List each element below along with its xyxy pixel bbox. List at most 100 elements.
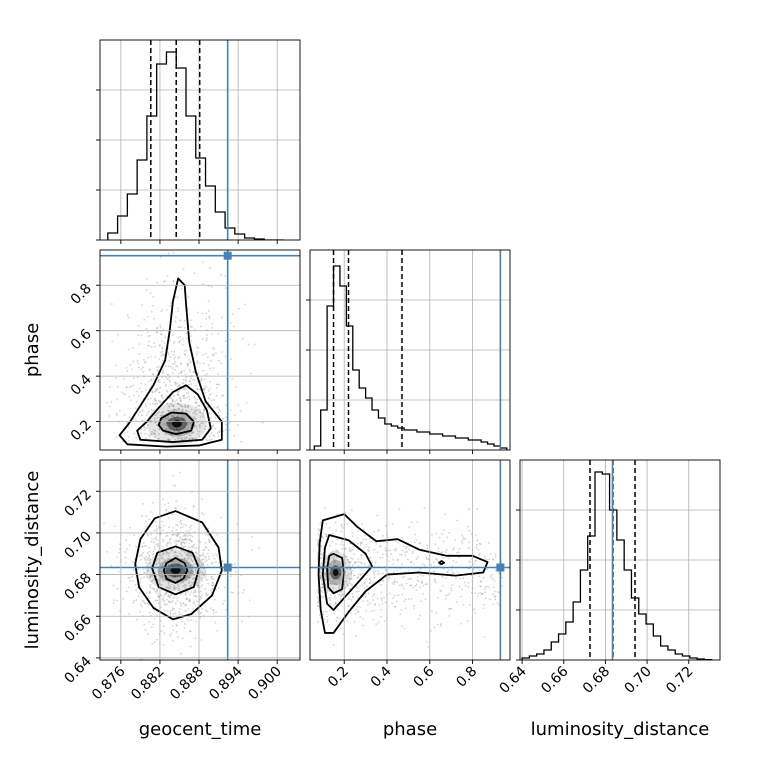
density-geocent-time-vs-luminosity-distance-sample — [184, 604, 187, 607]
density-geocent-time-vs-luminosity-distance-sample — [180, 540, 182, 543]
density-geocent-time-vs-luminosity-distance-sample — [184, 545, 187, 548]
density-phase-vs-luminosity-distance-sample — [368, 582, 371, 585]
density-phase-vs-luminosity-distance-sample — [362, 538, 365, 540]
density-geocent-time-vs-phase-sample — [148, 340, 150, 343]
density-geocent-time-vs-luminosity-distance-sample — [162, 540, 165, 543]
density-phase-vs-luminosity-distance-sample — [360, 554, 363, 557]
density-phase-vs-luminosity-distance-sample — [440, 590, 442, 593]
density-phase-vs-luminosity-distance-sample — [400, 563, 403, 566]
density-geocent-time-vs-phase-sample — [133, 432, 136, 435]
density-phase-vs-luminosity-distance-sample — [317, 543, 319, 546]
density-geocent-time-vs-phase-sample — [179, 435, 182, 438]
density-phase-vs-luminosity-distance-sample — [324, 575, 327, 578]
density-phase-vs-luminosity-distance-sample — [427, 558, 430, 561]
density-geocent-time-vs-luminosity-distance-sample — [162, 643, 165, 646]
density-geocent-time-vs-phase-sample — [176, 382, 178, 385]
density-geocent-time-vs-phase-sample — [154, 430, 157, 432]
density-geocent-time-vs-phase-sample — [173, 409, 176, 411]
density-phase-vs-luminosity-distance-sample — [494, 596, 497, 598]
density-phase-vs-luminosity-distance-sample — [479, 585, 482, 588]
density-geocent-time-vs-luminosity-distance-sample — [133, 534, 135, 536]
density-phase-vs-luminosity-distance-sample — [480, 593, 483, 596]
density-geocent-time-vs-phase-sample — [167, 351, 169, 354]
density-geocent-time-vs-luminosity-distance-sample — [168, 552, 171, 555]
density-geocent-time-vs-phase-sample — [158, 400, 161, 403]
density-phase-vs-luminosity-distance-sample — [334, 521, 337, 524]
density-geocent-time-vs-luminosity-distance-sample — [140, 555, 143, 557]
density-geocent-time-vs-luminosity-distance-sample — [142, 502, 144, 505]
density-geocent-time-vs-phase-sample — [206, 337, 208, 340]
density-geocent-time-vs-luminosity-distance-sample — [153, 641, 156, 643]
density-geocent-time-vs-phase-sample — [191, 437, 194, 440]
density-geocent-time-vs-luminosity-distance-sample — [190, 572, 193, 574]
density-geocent-time-vs-phase-sample — [147, 424, 149, 427]
density-geocent-time-vs-phase-sample — [141, 414, 143, 417]
density-geocent-time-vs-phase-sample — [208, 316, 211, 319]
density-geocent-time-vs-phase-sample — [159, 414, 162, 417]
density-geocent-time-vs-luminosity-distance-sample — [190, 581, 193, 584]
density-geocent-time-vs-phase-sample — [173, 410, 175, 412]
density-geocent-time-vs-luminosity-distance-sample — [172, 534, 174, 536]
density-geocent-time-vs-luminosity-distance-sample — [211, 531, 214, 533]
density-geocent-time-vs-phase-sample — [202, 353, 205, 356]
density-phase-vs-luminosity-distance-sample — [379, 545, 382, 548]
density-geocent-time-vs-luminosity-distance-sample — [207, 538, 210, 541]
density-phase-vs-luminosity-distance-sample — [421, 574, 424, 577]
density-geocent-time-vs-phase-sample — [161, 414, 164, 417]
density-geocent-time-vs-luminosity-distance-sample — [141, 545, 144, 548]
density-geocent-time-vs-luminosity-distance-sample — [201, 580, 204, 582]
density-phase-vs-luminosity-distance-sample — [360, 561, 362, 564]
density-geocent-time-vs-phase-sample — [224, 274, 227, 277]
density-geocent-time-vs-phase-sample — [155, 387, 157, 390]
density-phase-vs-luminosity-distance-sample — [347, 584, 349, 587]
density-phase-vs-luminosity-distance-sample — [435, 612, 438, 614]
density-geocent-time-vs-phase-sample — [208, 267, 211, 269]
density-phase-vs-luminosity-distance-sample — [446, 536, 449, 539]
density-phase-vs-luminosity-distance-sample — [447, 571, 450, 573]
density-geocent-time-vs-luminosity-distance-sample — [139, 603, 142, 606]
density-geocent-time-vs-luminosity-distance-sample — [165, 509, 168, 512]
density-geocent-time-vs-phase-sample — [186, 422, 189, 425]
density-geocent-time-vs-luminosity-distance-xtick-label-2: 0.888 — [167, 664, 207, 704]
density-geocent-time-vs-phase-sample — [160, 310, 163, 313]
density-phase-vs-luminosity-distance-sample — [344, 548, 347, 551]
density-geocent-time-vs-phase-sample — [167, 252, 170, 255]
density-geocent-time-vs-luminosity-distance-sample — [183, 542, 186, 545]
density-geocent-time-vs-luminosity-distance-sample — [190, 584, 192, 587]
density-geocent-time-vs-luminosity-distance-sample — [181, 564, 184, 567]
density-phase-vs-luminosity-distance-sample — [371, 561, 374, 564]
density-geocent-time-vs-luminosity-distance-sample — [157, 549, 160, 552]
density-geocent-time-vs-luminosity-distance-layer — [100, 460, 300, 660]
density-geocent-time-vs-phase-sample — [174, 320, 177, 323]
density-geocent-time-vs-luminosity-distance-sample — [146, 533, 149, 536]
density-geocent-time-vs-luminosity-distance-sample — [203, 548, 206, 551]
density-phase-vs-luminosity-distance-sample — [333, 561, 336, 564]
density-geocent-time-vs-phase-ylabel: phase — [22, 323, 43, 377]
density-geocent-time-vs-luminosity-distance-sample — [166, 570, 169, 573]
density-geocent-time-vs-phase-truth-marker — [223, 251, 232, 260]
density-geocent-time-vs-luminosity-distance-sample — [144, 526, 147, 528]
density-geocent-time-vs-luminosity-distance-sample — [157, 557, 159, 560]
density-phase-vs-luminosity-distance-sample — [350, 572, 353, 575]
density-geocent-time-vs-luminosity-distance-sample — [162, 595, 165, 598]
density-geocent-time-vs-phase-sample — [194, 411, 196, 414]
density-geocent-time-vs-phase-sample — [181, 418, 184, 421]
density-phase-vs-luminosity-distance-sample — [488, 558, 490, 561]
density-phase-vs-luminosity-distance-sample — [364, 596, 367, 598]
density-geocent-time-vs-phase-sample — [149, 334, 152, 337]
density-phase-vs-luminosity-distance-sample — [329, 596, 332, 599]
density-phase-vs-luminosity-distance-sample — [363, 562, 366, 565]
density-geocent-time-vs-luminosity-distance-sample — [112, 584, 115, 587]
density-geocent-time-vs-luminosity-distance-sample — [188, 542, 191, 545]
density-geocent-time-vs-luminosity-distance-sample — [195, 620, 198, 623]
density-geocent-time-vs-luminosity-distance-sample — [170, 632, 173, 635]
density-geocent-time-vs-luminosity-distance-sample — [205, 559, 208, 562]
density-phase-vs-luminosity-distance-sample — [432, 561, 435, 564]
density-geocent-time-vs-phase-sample — [156, 424, 158, 426]
density-phase-vs-luminosity-distance-sample — [328, 609, 331, 612]
density-geocent-time-vs-luminosity-distance-sample — [131, 575, 133, 578]
density-geocent-time-vs-luminosity-distance-sample — [187, 530, 190, 533]
density-geocent-time-vs-phase-sample — [156, 326, 159, 329]
density-phase-vs-luminosity-distance-sample — [408, 598, 410, 601]
density-geocent-time-vs-luminosity-distance-sample — [169, 612, 172, 614]
